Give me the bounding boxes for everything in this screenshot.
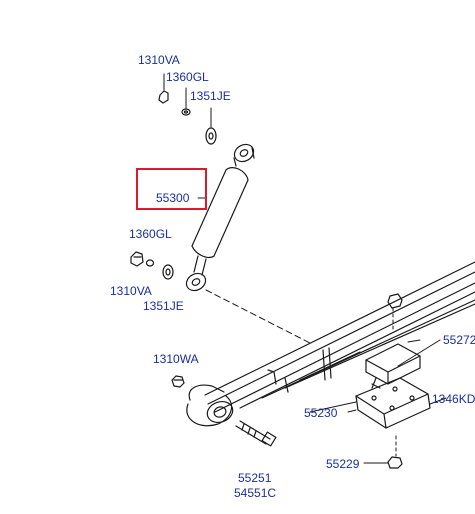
upper-mount-hardware (158, 73, 217, 145)
label-1360gl-top[interactable]: 1360GL (166, 70, 209, 84)
leaf-spring (204, 261, 475, 413)
label-55300[interactable]: 55300 (156, 191, 190, 205)
label-1310wa[interactable]: 1310WA (153, 352, 199, 366)
spring-eye-bushing (186, 384, 234, 427)
lower-mount-hardware (130, 251, 174, 280)
assembly-line (205, 289, 311, 344)
label-54551c[interactable]: 54551C (234, 486, 277, 500)
label-55230[interactable]: 55230 (304, 406, 338, 420)
bolt-55251 (235, 420, 277, 447)
plate-55230 (347, 377, 431, 429)
label-1360gl-mid[interactable]: 1360GL (129, 227, 172, 241)
shock-absorber-55300 (185, 143, 255, 292)
label-55272[interactable]: 55272 (443, 333, 475, 347)
label-55229[interactable]: 55229 (326, 457, 360, 471)
bracket-55272 (365, 293, 441, 385)
highlight-box-55300 (136, 168, 207, 210)
label-55251[interactable]: 55251 (238, 471, 272, 485)
label-1351je-mid[interactable]: 1351JE (143, 299, 184, 313)
label-1310va-top[interactable]: 1310VA (138, 53, 180, 67)
bolt-1346kd (395, 397, 447, 457)
label-1310va-mid[interactable]: 1310VA (110, 284, 152, 298)
nut-1310wa (171, 375, 185, 388)
label-1346kd[interactable]: 1346KD (432, 392, 475, 406)
leader-lines (197, 197, 421, 413)
nut-55229 (363, 456, 403, 469)
label-1351je-top[interactable]: 1351JE (190, 89, 231, 103)
